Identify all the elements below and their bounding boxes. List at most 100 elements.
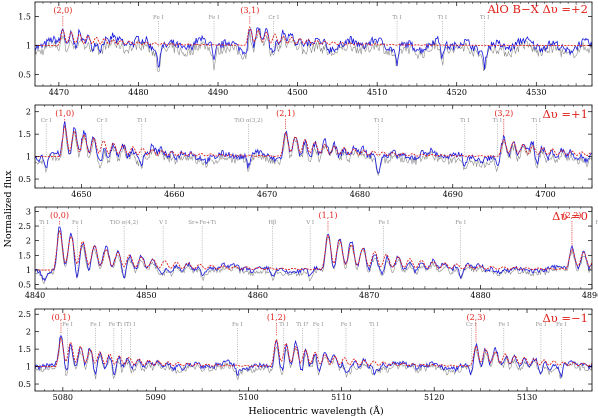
y-tick-label: 1 [26,153,31,162]
line-id-label: Ti I [137,118,146,124]
panel-label: Δυ =0 [552,209,588,223]
x-tick-label: 5090 [146,393,166,402]
y-axis-label: Normalized flux [3,170,14,248]
x-tick-label: 5100 [238,393,258,402]
band-head-label: (3,1) [240,6,259,15]
model-spectrum [35,125,592,158]
panel-label: Δυ =+1 [542,107,588,121]
x-tick-label: 4840 [25,291,45,300]
y-tick-label: 2 [26,328,31,337]
comparison-spectrum [35,29,592,73]
line-id-label: Cr I [268,15,279,21]
x-tick-label: 4500 [287,88,307,97]
y-tick-label: 1.5 [18,12,31,21]
x-tick-label: 4870 [359,291,379,300]
panel-2: 4650 4660 4670 4680 4690 4700 0.5 1 1.5 2 Cr I Cr I… [18,104,593,199]
line-id-label: Ti I [279,322,288,328]
line-id-label: Ti I [392,15,401,21]
band-head-label: (2,3) [466,313,485,322]
line-id-label: Fe I [536,322,547,328]
line-id-label: Ti I [532,118,541,124]
line-id-label: Fe I [455,220,466,226]
y-tick-label: 1.5 [18,251,31,260]
y-tick-label: 2.5 [18,310,31,319]
y-tick-label: 1.5 [18,130,31,139]
line-id-label: Fe I [498,322,509,328]
panel-1: 4470 4480 4490 4500 4510 4520 4530 0.5 1 1.5 Fe I F… [18,1,593,97]
band-head-label: (2,2) [562,211,581,220]
x-tick-label: 4510 [367,88,387,97]
comparison-spectrum [35,125,592,177]
x-tick-label: 5120 [424,393,444,402]
band-head-label: (1,1) [318,211,337,220]
comparison-spectrum [35,230,592,285]
line-id-label: V I [305,220,314,226]
line-id-label: Fe I [313,322,324,328]
y-tick-label: 0.5 [18,175,31,184]
x-tick-label: 4880 [470,291,490,300]
observed-spectrum [35,121,592,174]
line-id-label: Fe I [90,322,101,328]
x-tick-label: 5110 [331,393,351,402]
line-id-label: Ti I [480,15,489,21]
line-id-label: Ti I [438,15,447,21]
comparison-spectrum [35,337,592,381]
x-tick-label: 4470 [49,88,69,97]
line-id-label: Fe I [72,220,83,226]
y-tick-label: 1.5 [18,345,31,354]
y-tick-label: 1 [26,41,31,50]
line-id-label: Hβ [268,220,276,226]
band-head-label: (3,2) [494,109,513,118]
line-id-label: Cr I [96,118,107,124]
x-tick-label: 4490 [208,88,228,97]
line-id-label: Cr I [466,322,477,328]
x-tick-label: 4650 [71,190,91,199]
line-id-label: Ti I [126,322,135,328]
y-tick-label: 0.5 [18,380,31,389]
line-id-label: Fe I [109,322,120,328]
line-id-label: Ti I [493,118,502,124]
panel-label: Δυ =−1 [542,311,588,325]
y-tick-label: 0.5 [18,70,31,79]
line-id-label: Ti I [460,118,469,124]
line-id-label: Ti I [374,118,383,124]
line-id-label: Sr+Fe+Ti [188,220,216,226]
panel-4: 5080 5090 5100 5110 5120 5130 0.5 1 1.5 2 2.5 Fe I F… [18,308,593,402]
x-tick-label: 5080 [53,393,73,402]
line-id-label: Fe I [153,15,164,21]
y-tick-label: 2 [26,237,31,246]
line-id-label: Fe I [596,220,598,226]
x-tick-label: 4700 [535,190,555,199]
y-tick-label: 1 [26,266,31,275]
line-id-label: Fe I [209,15,220,21]
line-id-label: Ti I [117,322,126,328]
line-id-label: Fe I [378,220,389,226]
y-tick-label: 2.5 [18,222,31,231]
x-tick-label: 4530 [526,88,546,97]
x-tick-label: 4680 [350,190,370,199]
y-tick-label: 0.5 [18,281,31,290]
y-tick-label: 1 [26,363,31,372]
model-spectrum [35,25,592,46]
model-spectrum [35,337,592,368]
line-id-label: Fe I [62,322,73,328]
band-head-label: (2,0) [53,6,72,15]
observed-spectrum [35,226,592,282]
line-id-label: Cr I [41,118,52,124]
x-tick-label: 4660 [164,190,184,199]
band-head-label: (0,1) [52,313,71,322]
x-tick-label: 4670 [257,190,277,199]
line-id-label: TiO α(4,2) [110,219,138,226]
x-tick-label: 5130 [517,393,537,402]
panel-label: AlO B−X Δυ =+2 [486,2,588,16]
y-tick-label: 3 [26,207,31,216]
band-head-label: (1,2) [267,313,286,322]
x-axis-label: Heliocentric wavelength (Å) [248,405,383,417]
x-tick-label: 4860 [248,291,268,300]
line-id-label: Ti I [369,322,378,328]
line-id-label: Ti I [39,220,48,226]
band-head-label: (1,0) [55,109,74,118]
